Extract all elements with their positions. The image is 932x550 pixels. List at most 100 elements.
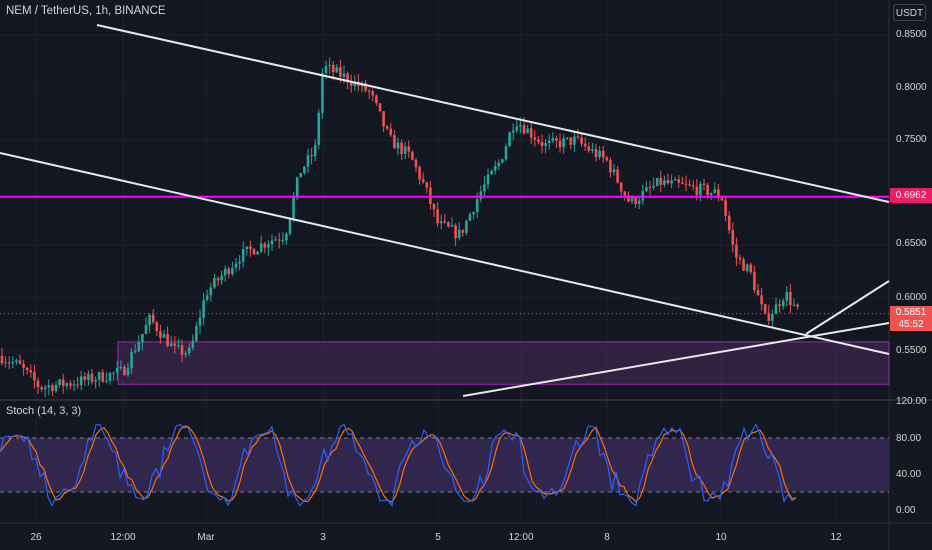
candle-body: [789, 292, 792, 306]
candle-body: [259, 243, 263, 252]
time-tick-label: 12:00: [110, 532, 136, 543]
candle-body: [335, 67, 339, 73]
candle-body: [774, 304, 778, 315]
candle-body: [724, 200, 727, 216]
candle-body: [587, 146, 591, 151]
candle-body: [105, 380, 108, 382]
candle-body: [79, 376, 83, 385]
candle-body: [472, 212, 475, 215]
candle-body: [285, 233, 288, 241]
candle-body: [321, 72, 324, 113]
candle-body: [130, 351, 133, 369]
candle-body: [519, 125, 522, 127]
candle-body: [461, 229, 465, 233]
stoch-tick-label: 0.00: [896, 505, 916, 516]
candle-body: [785, 292, 789, 301]
candle-body: [533, 137, 537, 140]
candle-body: [616, 169, 619, 183]
candle-body: [213, 278, 216, 288]
candle-body: [292, 196, 295, 218]
price-tick-label: 0.6000: [896, 292, 927, 303]
candle-body: [375, 95, 378, 104]
candle-body: [245, 246, 249, 249]
candle-body: [673, 179, 677, 181]
candle-body: [727, 215, 731, 231]
candle-body: [486, 174, 490, 185]
candle-body: [515, 126, 519, 131]
candle-body: [767, 313, 771, 321]
candle-body: [97, 372, 101, 380]
price-tick-label: 0.5500: [896, 345, 927, 356]
candle-body: [256, 251, 259, 255]
candle-body: [177, 345, 180, 347]
candle-body: [414, 159, 418, 168]
candle-body: [151, 314, 155, 323]
candle-body: [144, 325, 148, 334]
candle-body: [738, 257, 742, 260]
time-tick-label: 12: [830, 532, 842, 543]
candle-body: [627, 195, 630, 202]
candle-body: [317, 112, 321, 145]
candle-body: [202, 300, 205, 318]
candle-body: [310, 155, 313, 157]
candle-body: [580, 137, 583, 144]
candle-body: [436, 209, 439, 224]
candle-body: [450, 225, 454, 227]
candle-body: [378, 103, 382, 112]
candle-body: [281, 240, 285, 242]
candle-body: [169, 343, 173, 347]
candle-body: [173, 343, 177, 346]
candle-body: [609, 160, 612, 173]
candle-body: [576, 136, 580, 138]
candle-body: [51, 385, 54, 392]
stoch-indicator-label[interactable]: Stoch (14, 3, 3): [6, 405, 82, 417]
candle-body: [115, 368, 119, 373]
candle-body: [637, 200, 641, 205]
currency-button[interactable]: USDT: [893, 4, 926, 21]
symbol-title: NEM / TetherUS, 1h, BINANCE: [6, 5, 166, 17]
candle-body: [58, 379, 61, 385]
candle-body: [565, 137, 569, 139]
stoch-tick-label: 120.00: [896, 396, 927, 407]
candle-body: [544, 143, 547, 146]
candle-body: [364, 83, 367, 91]
candle-body: [742, 259, 745, 271]
price-tick-label: 0.6500: [896, 238, 927, 249]
price-tick-label: 0.8500: [896, 29, 927, 40]
candle-body: [216, 278, 220, 281]
candle-body: [522, 125, 526, 134]
candle-body: [227, 268, 231, 275]
time-tick-label: 12:00: [508, 532, 534, 543]
candle-body: [731, 230, 735, 245]
candle-body: [511, 130, 515, 133]
candle-body: [47, 385, 51, 388]
candle-body: [43, 387, 47, 390]
candle-body: [706, 184, 709, 196]
candle-body: [389, 128, 393, 136]
candle-body: [83, 376, 87, 380]
candle-body: [274, 239, 277, 241]
candle-body: [112, 372, 115, 374]
candle-body: [749, 264, 753, 273]
candle-body: [22, 363, 25, 368]
candle-body: [713, 189, 717, 193]
candle-body: [508, 132, 511, 147]
candle-body: [465, 220, 468, 233]
candle-body: [684, 183, 688, 185]
lower-channel-trendline: [0, 152, 890, 355]
breakout-projection-line: [805, 280, 890, 335]
candle-body: [18, 360, 22, 364]
candle-body: [475, 199, 479, 213]
candle-body: [454, 225, 457, 239]
candle-body: [87, 373, 90, 380]
candle-body: [529, 128, 533, 138]
candle-body: [735, 244, 738, 258]
candle-body: [537, 139, 540, 142]
candle-body: [695, 186, 699, 195]
candle-body: [0, 355, 4, 364]
candle-body: [191, 340, 195, 348]
candle-body: [601, 150, 605, 158]
candle-body: [396, 142, 400, 149]
candle-body: [15, 360, 18, 363]
